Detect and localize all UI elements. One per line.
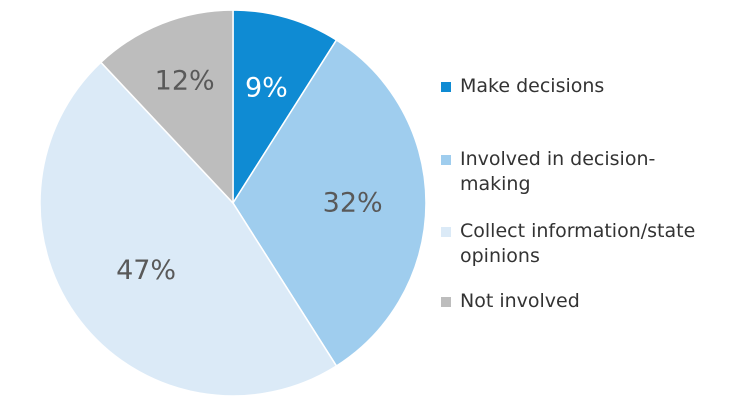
legend-label-involved: Involved in decision- making (460, 148, 656, 195)
legend-swatch-make-decisions (441, 82, 451, 92)
pie-label-make-decisions: 9% (245, 73, 288, 104)
legend-label-make-decisions: Make decisions (460, 75, 605, 97)
legend-swatch-not-involved (441, 297, 451, 307)
legend-swatch-collect-information (441, 227, 451, 237)
pie-slice-collect-information (39, 61, 338, 397)
pie-chart: 9% 32% 47% 12% (39, 9, 427, 397)
pie-slice-involved (232, 39, 427, 367)
legend-label-not-involved: Not involved (460, 290, 580, 312)
pie-label-collect-information: 47% (116, 255, 176, 286)
legend-swatch-involved (441, 155, 451, 165)
legend-label-collect-information: Collect information/state opinions (460, 220, 696, 267)
pie-label-involved: 32% (323, 188, 383, 219)
pie-slice-make-decisions (232, 9, 338, 206)
legend-item-collect-information: Collect information/state opinions (441, 219, 730, 269)
legend-item-involved: Involved in decision- making (441, 147, 730, 197)
pie-slice-not-involved (99, 9, 234, 205)
legend-item-make-decisions: Make decisions (441, 74, 730, 99)
legend-item-not-involved: Not involved (441, 289, 730, 314)
pie-label-not-involved: 12% (155, 65, 215, 96)
